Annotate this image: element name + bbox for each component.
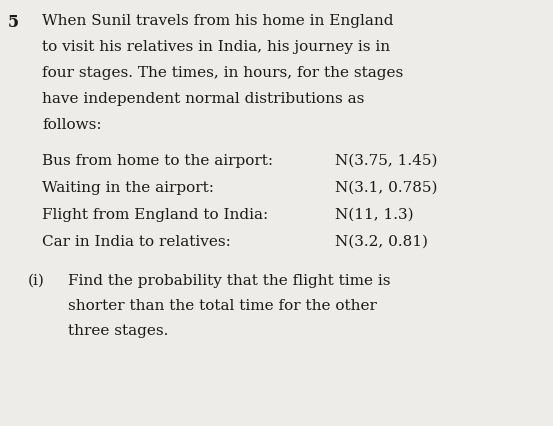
Text: Car in India to relatives:: Car in India to relatives: (42, 234, 231, 248)
Text: three stages.: three stages. (68, 323, 168, 337)
Text: Bus from home to the airport:: Bus from home to the airport: (42, 154, 273, 167)
Text: four stages. The times, in hours, for the stages: four stages. The times, in hours, for th… (42, 66, 403, 80)
Text: N(3.1, 0.785): N(3.1, 0.785) (335, 181, 437, 195)
Text: Waiting in the airport:: Waiting in the airport: (42, 181, 214, 195)
Text: follows:: follows: (42, 118, 102, 132)
Text: When Sunil travels from his home in England: When Sunil travels from his home in Engl… (42, 14, 394, 28)
Text: (i): (i) (28, 273, 45, 287)
Text: have independent normal distributions as: have independent normal distributions as (42, 92, 364, 106)
Text: 5: 5 (8, 14, 19, 31)
Text: to visit his relatives in India, his journey is in: to visit his relatives in India, his jou… (42, 40, 390, 54)
Text: shorter than the total time for the other: shorter than the total time for the othe… (68, 298, 377, 312)
Text: N(3.2, 0.81): N(3.2, 0.81) (335, 234, 428, 248)
Text: N(11, 1.3): N(11, 1.3) (335, 207, 414, 222)
Text: Find the probability that the flight time is: Find the probability that the flight tim… (68, 273, 390, 287)
Text: N(3.75, 1.45): N(3.75, 1.45) (335, 154, 437, 167)
Text: Flight from England to India:: Flight from England to India: (42, 207, 268, 222)
